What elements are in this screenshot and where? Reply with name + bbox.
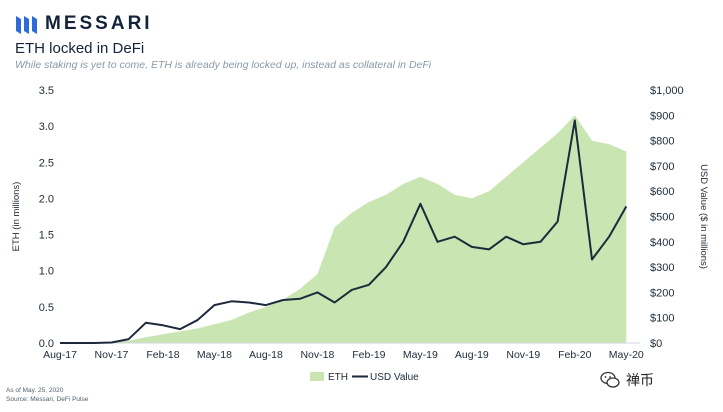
- messari-logo: MESSARI: [16, 13, 153, 35]
- y2-tick-label: $300: [650, 262, 674, 274]
- x-tick-label: Nov-19: [506, 349, 540, 361]
- y-axis-title: ETH (in millions): [11, 182, 22, 252]
- y-tick-label: 2.0: [39, 193, 54, 205]
- y-tick-label: 1.0: [39, 266, 54, 278]
- x-tick-label: Feb-19: [352, 349, 385, 361]
- legend-eth-label: ETH: [328, 372, 348, 383]
- x-tick-label: Aug-18: [249, 349, 283, 361]
- y2-tick-label: $800: [650, 136, 674, 148]
- x-tick-label: Aug-19: [455, 349, 489, 361]
- y-tick-label: 1.5: [39, 230, 54, 242]
- as-of-note: As of May. 25, 2020: [6, 387, 64, 394]
- x-tick-label: May-18: [197, 349, 232, 361]
- y-tick-label: 0.5: [39, 302, 54, 314]
- legend-eth-swatch: [310, 372, 324, 381]
- y2-tick-label: $1,000: [650, 85, 684, 97]
- y-tick-label: 3.0: [39, 121, 54, 133]
- y2-tick-label: $0: [650, 338, 662, 350]
- y2-tick-label: $400: [650, 237, 674, 249]
- watermark: 禅币: [594, 366, 723, 394]
- y-tick-label: 2.5: [39, 157, 54, 169]
- y2-tick-label: $200: [650, 287, 674, 299]
- y2-tick-label: $900: [650, 110, 674, 122]
- usd-value-line-series: [60, 119, 628, 344]
- x-tick-label: Aug-17: [43, 349, 77, 361]
- x-tick-label: May-19: [403, 349, 438, 361]
- eth-area-series: [60, 115, 627, 343]
- messari-logo-icon: [16, 16, 37, 34]
- y2-tick-label: $500: [650, 212, 674, 224]
- source-note: Source: Messari, DeFi Pulse: [6, 396, 89, 403]
- x-tick-label: Feb-20: [558, 349, 591, 361]
- y2-axis-title: USD Value ($ in millions): [698, 164, 709, 269]
- y2-tick-label: $100: [650, 313, 674, 325]
- y2-tick-label: $600: [650, 186, 674, 198]
- y2-tick-label: $700: [650, 161, 674, 173]
- x-tick-label: Nov-17: [95, 349, 129, 361]
- y-tick-label: 0.0: [39, 338, 54, 350]
- x-tick-label: Feb-18: [146, 349, 179, 361]
- x-tick-label: May-20: [609, 349, 644, 361]
- legend-usd-label: USD Value: [370, 372, 419, 383]
- y-tick-label: 3.5: [39, 85, 54, 97]
- chart-title: ETH locked in DeFi: [15, 40, 145, 57]
- chart-subtitle: While staking is yet to come, ETH is alr…: [15, 59, 432, 71]
- brand-name: MESSARI: [45, 13, 153, 34]
- watermark-text: 禅币: [626, 373, 654, 389]
- wechat-icon: [600, 371, 620, 388]
- x-tick-label: Nov-18: [300, 349, 334, 361]
